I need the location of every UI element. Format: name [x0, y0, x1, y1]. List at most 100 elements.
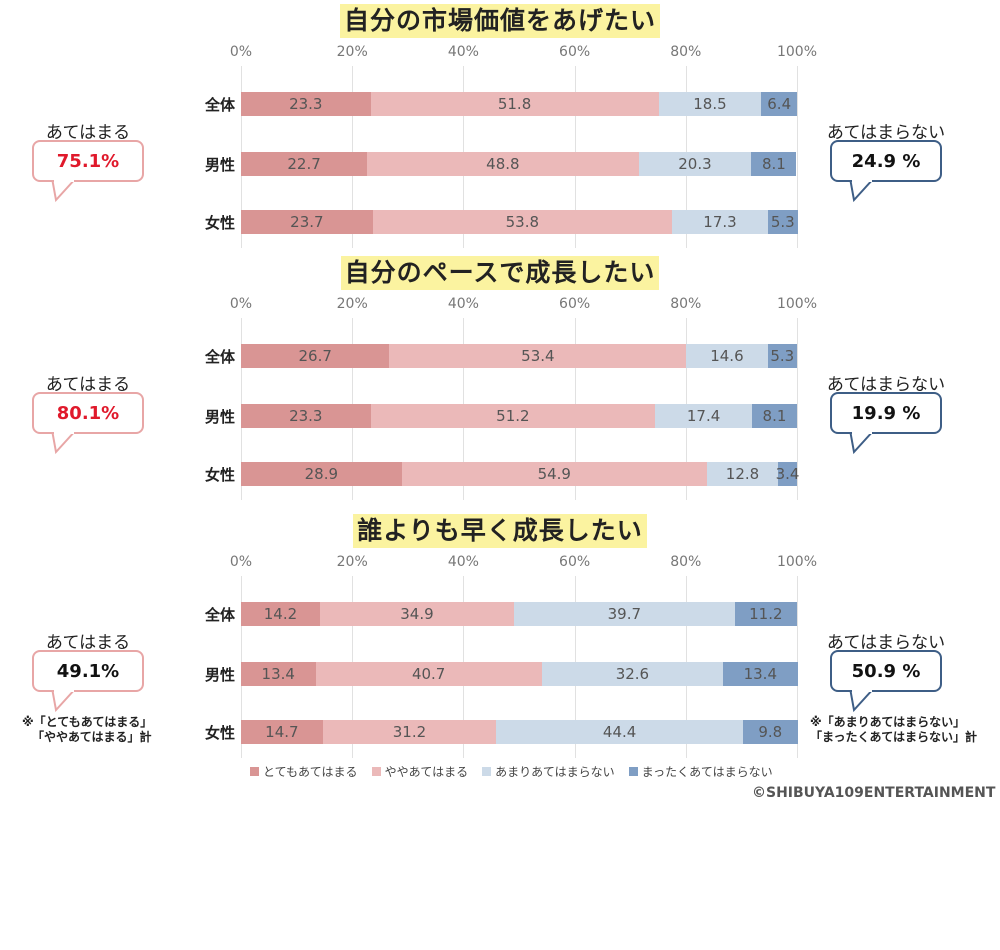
- bar-segment: 9.8: [743, 720, 798, 744]
- data-label: 17.4: [686, 407, 721, 425]
- bubble-tail-joint: [852, 688, 872, 692]
- agree-label: あてはまる: [45, 123, 131, 143]
- bar-segment: 22.7: [241, 152, 368, 176]
- bubble-tail-joint: [54, 688, 74, 692]
- category-label: 女性: [204, 724, 235, 742]
- category-label: 全体: [204, 606, 235, 624]
- data-label: 54.9: [537, 465, 571, 483]
- bar-segment: 18.5: [658, 92, 762, 116]
- bar-segment: 54.9: [401, 462, 707, 486]
- x-tick-label: 40%: [447, 296, 479, 312]
- x-tick-label: 0%: [229, 296, 253, 312]
- bar-segment: 5.3: [767, 344, 797, 368]
- bar-segment: 23.7: [241, 210, 373, 234]
- data-label: 53.4: [521, 347, 555, 365]
- category-label: 女性: [204, 214, 235, 232]
- x-tick-label: 60%: [559, 44, 591, 60]
- data-label: 14.2: [263, 605, 298, 623]
- x-tick-label: 20%: [336, 296, 368, 312]
- bar-segment: 31.2: [322, 720, 497, 744]
- note-line: ※「あまりあてはまらない」: [810, 715, 966, 729]
- data-label: 17.3: [703, 213, 737, 231]
- category-label: 女性: [204, 466, 235, 484]
- bar-segment: 11.2: [734, 602, 797, 626]
- data-label: 40.7: [411, 665, 446, 683]
- disagree-label: あてはまらない: [826, 123, 946, 143]
- data-label: 28.9: [304, 465, 339, 483]
- disagree-value: 24.9 %: [851, 150, 921, 172]
- chart-title: 自分の市場価値をあげたい: [0, 4, 1000, 38]
- data-label: 23.3: [289, 95, 323, 113]
- bar-segment: 28.9: [241, 462, 402, 486]
- data-label: 48.8: [486, 155, 520, 173]
- legend-item: あまりあてはまらない: [482, 763, 615, 780]
- data-label: 20.3: [678, 155, 712, 173]
- data-label: 23.7: [290, 213, 324, 231]
- x-tick-label: 20%: [336, 44, 368, 60]
- bar-segment: 20.3: [638, 152, 752, 176]
- bar-segment: 40.7: [315, 662, 542, 686]
- data-label: 44.4: [602, 723, 637, 741]
- data-label: 12.8: [725, 465, 760, 483]
- chart-title: 自分のペースで成長したい: [0, 256, 1000, 290]
- data-label: 5.3: [770, 213, 795, 231]
- data-label: 34.9: [400, 605, 434, 623]
- disagree-value: 19.9 %: [851, 402, 921, 424]
- gridline: [797, 66, 798, 248]
- bar-segment: 23.3: [241, 92, 371, 116]
- bubble-box: 80.1%: [32, 392, 144, 434]
- category-label: 全体: [204, 96, 235, 114]
- bar-segment: 14.2: [241, 602, 320, 626]
- data-label: 22.7: [287, 155, 321, 173]
- bubble-tail-joint: [852, 178, 872, 182]
- data-label: 51.8: [497, 95, 532, 113]
- bar-segment: 5.3: [768, 210, 798, 234]
- bar-segment: 3.4: [775, 462, 800, 486]
- bar-segment: 12.8: [706, 462, 779, 486]
- copyright: ©SHIBUYA109ENTERTAINMENT: [752, 785, 996, 801]
- data-label: 14.7: [265, 723, 299, 741]
- x-tick-label: 20%: [336, 554, 368, 570]
- legend-item: とてもあてはまる: [250, 763, 358, 780]
- data-label: 6.4: [767, 95, 792, 113]
- bar-segment: 39.7: [513, 602, 735, 626]
- legend-item: ややあてはまる: [371, 763, 468, 780]
- data-label: 5.3: [770, 347, 795, 365]
- note-line: 「ややあてはまる」計: [32, 730, 152, 744]
- x-tick-label: 0%: [229, 554, 253, 570]
- bar-segment: 17.3: [671, 210, 769, 234]
- note-line: 「まったくあてはまらない」計: [810, 730, 978, 744]
- bar-segment: 51.2: [370, 404, 656, 428]
- data-label: 3.4: [775, 465, 800, 483]
- bubble-box: 19.9 %: [830, 392, 942, 434]
- agree-label: あてはまる: [45, 633, 131, 653]
- data-label: 11.2: [749, 605, 783, 623]
- bar-segment: 8.1: [751, 152, 797, 176]
- legend-swatch: [628, 766, 638, 776]
- chart-block: 自分のペースで成長したい 0% 20% 40% 60% 80% 100% 全体 26.7 53.4…: [0, 252, 1000, 504]
- data-label: 26.7: [298, 347, 332, 365]
- x-tick-label: 80%: [670, 44, 702, 60]
- legend-label: とてもあてはまる: [263, 764, 358, 779]
- category-label: 男性: [204, 156, 235, 174]
- x-tick-label: 40%: [447, 44, 479, 60]
- bubble-tail-joint: [852, 430, 872, 434]
- bubble-box: 50.9 %: [830, 650, 942, 692]
- x-tick-label: 100%: [776, 554, 818, 570]
- bar-segment: 17.4: [655, 404, 752, 428]
- bubble-box: 75.1%: [32, 140, 144, 182]
- data-label: 14.6: [710, 347, 744, 365]
- bar-segment: 14.7: [241, 720, 323, 744]
- bar-segment: 53.8: [372, 210, 672, 234]
- data-label: 39.7: [607, 605, 642, 623]
- bar-segment: 23.3: [241, 404, 371, 428]
- legend: とてもあてはまる ややあてはまる あまりあてはまらない まったくあてはまらない: [250, 763, 787, 779]
- bubble-tail-joint: [54, 178, 74, 182]
- data-label: 53.8: [505, 213, 540, 231]
- x-tick-label: 80%: [670, 554, 702, 570]
- legend-swatch: [482, 766, 492, 776]
- category-label: 男性: [204, 408, 235, 426]
- x-tick-label: 60%: [559, 296, 591, 312]
- x-tick-label: 100%: [776, 44, 818, 60]
